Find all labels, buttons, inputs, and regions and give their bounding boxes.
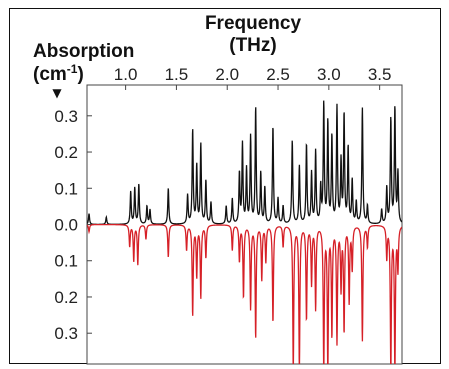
x-axis-label-line2: (THz) <box>229 35 276 56</box>
y-axis-arrow-icon: ▼ <box>52 86 62 100</box>
series-line-black <box>87 100 402 225</box>
x-tick-label: 2.5 <box>266 65 290 84</box>
y-tick-label: 0.1 <box>54 179 78 198</box>
y-axis-unit-suffix: ) <box>77 64 83 85</box>
y-axis-unit-superscript: -1 <box>67 62 78 76</box>
x-tick-label: 1.0 <box>114 65 138 84</box>
y-axis-label-line1: Absorption <box>33 41 134 62</box>
plot-border <box>86 84 403 365</box>
x-tick-label: 3.0 <box>317 65 341 84</box>
x-axis-label-line1: Frequency <box>205 13 302 34</box>
x-tick-label: 3.5 <box>368 65 392 84</box>
y-axis-unit-prefix: (cm <box>33 64 67 85</box>
y-tick-label: 0.2 <box>54 288 78 307</box>
y-axis-label-line2: (cm-1) <box>33 62 84 85</box>
series-line-red <box>87 223 402 364</box>
x-tick-label: 1.5 <box>165 65 189 84</box>
x-tick-label: 2.0 <box>215 65 239 84</box>
y-tick-label: 0.2 <box>54 143 78 162</box>
y-tick-label: 0.0 <box>54 216 78 235</box>
y-tick-label: 0.3 <box>54 107 78 126</box>
y-tick-group: 0.3 0.2 0.1 0.0 0.1 0.2 0.3 <box>54 107 92 343</box>
y-tick-label: 0.3 <box>54 324 78 343</box>
x-tick-group: 1.0 1.5 2.0 2.5 3.0 3.5 <box>114 65 392 90</box>
series-layer <box>87 100 402 364</box>
y-tick-label: 0.1 <box>54 252 78 271</box>
plot-area <box>86 84 403 365</box>
